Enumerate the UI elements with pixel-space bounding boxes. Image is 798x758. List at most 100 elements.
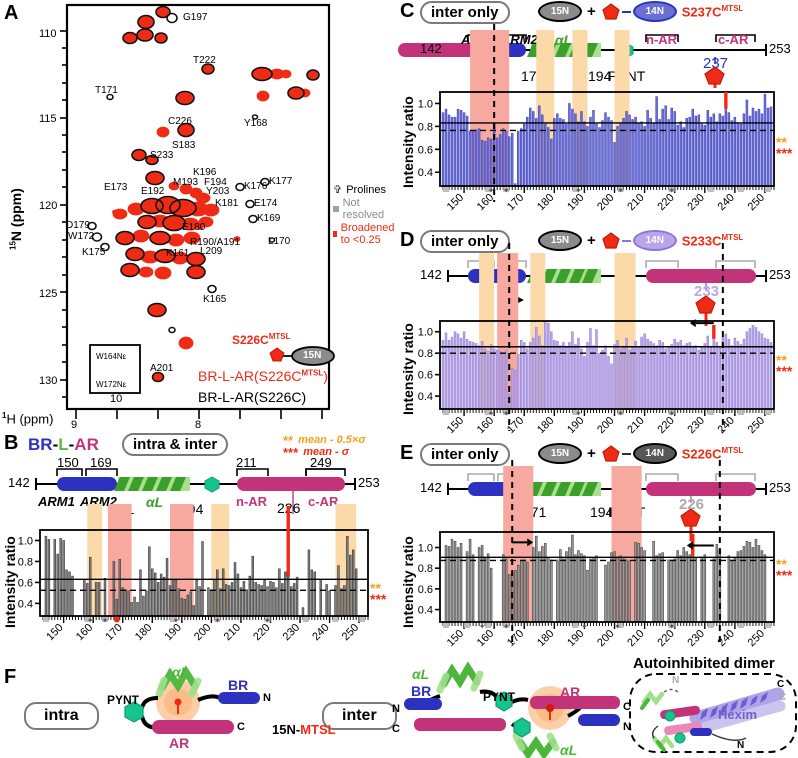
panel-b-chart: Intensity ratio 0.4 0.6 0.8 1.0 150 160 170 180… — [0, 504, 400, 643]
svg-text:1.0: 1.0 — [418, 543, 433, 555]
panel-a-sample-red-main: BR-L-AR(S226C — [198, 368, 302, 384]
panel-c-cAR: c-AR — [718, 32, 749, 47]
peak-label: K177 — [269, 176, 293, 187]
panel-f-intra-ar: AR — [169, 735, 190, 751]
svg-text:1.0: 1.0 — [18, 535, 33, 547]
title-dash2: - — [68, 435, 75, 454]
panel-f-dimer-hexim: Hexim — [718, 707, 758, 722]
svg-text:0.6: 0.6 — [418, 144, 433, 156]
panel-a-ytick-115: 115 — [39, 113, 57, 125]
peak-label: E174 — [254, 198, 278, 209]
svg-text:240: 240 — [310, 622, 331, 643]
svg-text:180: 180 — [133, 622, 154, 643]
panel-c-sample-name: S237C — [681, 4, 722, 20]
panel-d-sample-label: S233CMTSL — [682, 233, 744, 248]
panel-e-mode-pill[interactable]: inter only — [420, 443, 510, 466]
peak-label: R190/A191 — [190, 237, 241, 248]
title-br: BR — [28, 435, 53, 454]
svg-text:210: 210 — [625, 192, 646, 213]
panel-b-nAR: n-AR — [236, 494, 268, 509]
panel-b-bracket-249: 249 — [310, 455, 332, 470]
svg-text:✦: ✦ — [575, 186, 582, 195]
panel-c-end: 253 — [769, 41, 791, 56]
peak-label: W172 — [68, 231, 95, 242]
panel-f-intra-pill[interactable]: intra — [24, 702, 99, 730]
panel-c: C inter only 15N + 14N S237CMTSL — [398, 0, 798, 215]
panel-b-bracket-150: 150 — [57, 455, 79, 470]
panel-a-ytick-130: 130 — [39, 375, 58, 387]
panel-a-xlabel: 1H (ppm) — [2, 411, 53, 426]
panel-b-aL: αL — [146, 494, 164, 510]
panel-f-inter-aL-top: αL — [412, 666, 430, 682]
panel-f-inter-c-right: C — [623, 701, 631, 713]
panel-b-mode-pill[interactable]: intra & inter — [122, 433, 229, 456]
panel-c-sample-label: S237CMTSL — [682, 4, 744, 19]
svg-text:0.8: 0.8 — [418, 121, 433, 133]
legend-label-prolines: Prolines — [346, 184, 386, 196]
panel-c-chart: Intensity ratio 0.4 0.6 0.8 1.0 150 160 170 180… — [398, 24, 798, 214]
panel-a-ytick-120: 120 — [39, 200, 58, 212]
panel-e-header: 15N + 14N S226CMTSL — [538, 443, 743, 464]
ellipse-15n: 15N — [538, 230, 582, 251]
panel-a-tag-sup: MTSL — [268, 332, 291, 341]
panel-d-mode-pill[interactable]: inter only — [420, 230, 510, 253]
plus-symbol: + — [587, 3, 596, 20]
panel-c-star2: ** — [776, 134, 787, 150]
title-dash1: - — [52, 435, 59, 454]
svg-text:0.4: 0.4 — [18, 598, 33, 610]
panel-f-inter-pynt: PYNT — [483, 690, 516, 704]
panel-f-intra-aL: αL — [172, 664, 190, 680]
plus-symbol: + — [587, 232, 596, 249]
peak-label: Y203 — [206, 186, 230, 197]
svg-text:1.0: 1.0 — [418, 327, 433, 339]
peak-label: L209 — [200, 246, 223, 257]
panel-a-ytick-125: 125 — [39, 288, 58, 300]
panel-f-intra-tag-mtsl: MTSL — [300, 722, 336, 737]
panel-a-ytick-110: 110 — [39, 28, 57, 40]
panel-c-194: 194 — [588, 68, 612, 84]
legend-label-not-resolved: Not resolved — [342, 197, 385, 221]
connector-line — [621, 452, 631, 455]
panel-f-dimer-c2: C — [779, 692, 787, 703]
svg-text:0.4: 0.4 — [418, 391, 433, 403]
ellipse-15n: 15N — [538, 443, 582, 464]
panel-b-end: 253 — [358, 475, 380, 490]
panel-f-dimer-title: Autoinhibited dimer — [633, 655, 775, 672]
panel-b: B BR-L-AR intra & inter ** mean - 0.5×σ … — [0, 432, 400, 643]
connector-line — [621, 239, 631, 242]
svg-text:✦: ✦ — [668, 409, 675, 418]
panel-c-mode-pill[interactable]: inter only — [420, 1, 510, 24]
panel-d-chart: Intensity ratio 0.4 0.6 0.8 1.0 150 160 170 180… — [398, 243, 798, 436]
panel-a-xlabel-sup: 1 — [2, 411, 7, 420]
peak-label: L170 — [268, 236, 291, 247]
panel-f-intra-cartoon — [124, 665, 260, 734]
panel-e-end: 253 — [769, 480, 791, 495]
prolines-icon: ✞ — [333, 183, 343, 196]
panel-a-spectrum — [60, 3, 335, 419]
svg-text:✦: ✦ — [668, 622, 675, 631]
svg-text:0.8: 0.8 — [18, 556, 33, 568]
panel-f-inter-pill[interactable]: inter — [322, 702, 397, 730]
svg-text:✦: ✦ — [614, 622, 621, 631]
svg-text:✦: ✦ — [503, 622, 510, 631]
star2-symbol: ** — [283, 432, 294, 448]
peak-label: S233 — [150, 150, 174, 161]
panel-b-cAR: c-AR — [308, 494, 339, 509]
svg-text:230: 230 — [281, 622, 302, 643]
panel-a-xlabel-main: H (ppm) — [6, 411, 54, 427]
peak-label: K181 — [215, 198, 239, 209]
panel-a-inset-xtick: 10 — [110, 393, 123, 405]
panel-f-inter-c-left: C — [392, 723, 400, 735]
peak-label: S183 — [172, 140, 196, 151]
svg-text:✦: ✦ — [479, 622, 486, 631]
svg-text:✦: ✦ — [503, 409, 510, 418]
panel-e-star2: ** — [776, 556, 787, 572]
panel-b-bracket-211: 211 — [236, 455, 257, 470]
svg-text:150: 150 — [445, 192, 466, 213]
panel-d: D inter only 15N + 14N S233CMTSL — [398, 215, 798, 436]
panel-e-sample-name: S226C — [681, 446, 722, 462]
star3-text: mean - σ — [303, 446, 349, 458]
star2-text: mean - 0.5×σ — [298, 434, 366, 446]
